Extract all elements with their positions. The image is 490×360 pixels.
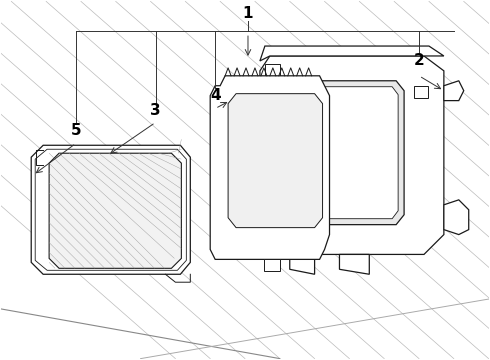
Polygon shape bbox=[228, 94, 322, 228]
Bar bbox=[414, 86, 428, 98]
Polygon shape bbox=[264, 260, 280, 271]
Polygon shape bbox=[285, 81, 404, 225]
Polygon shape bbox=[31, 145, 190, 274]
Polygon shape bbox=[210, 76, 329, 260]
Text: 4: 4 bbox=[210, 88, 220, 103]
Polygon shape bbox=[260, 56, 444, 255]
Polygon shape bbox=[49, 153, 181, 268]
Polygon shape bbox=[444, 81, 464, 100]
Polygon shape bbox=[290, 255, 315, 274]
Polygon shape bbox=[260, 46, 444, 61]
Text: 3: 3 bbox=[150, 103, 161, 118]
Text: 2: 2 bbox=[414, 53, 424, 68]
Text: 1: 1 bbox=[243, 6, 253, 21]
Polygon shape bbox=[35, 149, 186, 270]
Polygon shape bbox=[444, 200, 469, 235]
Polygon shape bbox=[291, 87, 398, 219]
Bar bbox=[265, 64, 280, 76]
Text: 5: 5 bbox=[71, 123, 81, 138]
Polygon shape bbox=[340, 255, 369, 274]
